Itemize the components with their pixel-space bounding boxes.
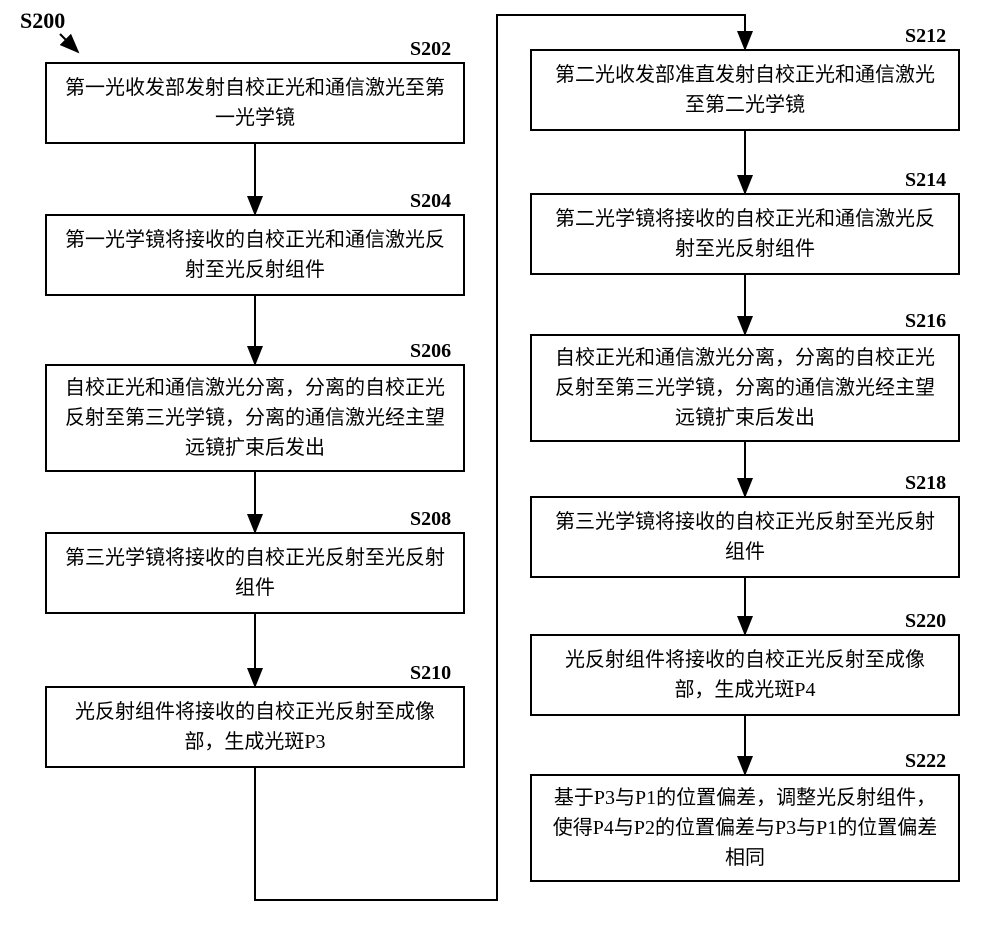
step-box-s206: 自校正光和通信激光分离，分离的自校正光反射至第三光学镜，分离的通信激光经主望远镜… (45, 364, 465, 472)
step-text-s208: 第三光学镜将接收的自校正光反射至光反射组件 (65, 543, 445, 603)
step-text-s222: 基于P3与P1的位置偏差，调整光反射组件，使得P4与P2的位置偏差与P3与P1的… (550, 783, 940, 873)
step-label-s210: S210 (410, 662, 451, 685)
step-text-s210: 光反射组件将接收的自校正光反射至成像部，生成光斑P3 (65, 697, 445, 757)
step-label-s208: S208 (410, 508, 451, 531)
step-box-s220: 光反射组件将接收的自校正光反射至成像部，生成光斑P4 (530, 634, 960, 716)
step-box-s212: 第二光收发部准直发射自校正光和通信激光至第二光学镜 (530, 49, 960, 131)
step-text-s212: 第二光收发部准直发射自校正光和通信激光至第二光学镜 (550, 60, 940, 120)
step-box-s222: 基于P3与P1的位置偏差，调整光反射组件，使得P4与P2的位置偏差与P3与P1的… (530, 774, 960, 882)
step-box-s216: 自校正光和通信激光分离，分离的自校正光反射至第三光学镜，分离的通信激光经主望远镜… (530, 334, 960, 442)
step-text-s216: 自校正光和通信激光分离，分离的自校正光反射至第三光学镜，分离的通信激光经主望远镜… (550, 343, 940, 433)
step-text-s220: 光反射组件将接收的自校正光反射至成像部，生成光斑P4 (550, 645, 940, 705)
edge-title_arrow- (60, 34, 78, 52)
step-box-s210: 光反射组件将接收的自校正光反射至成像部，生成光斑P3 (45, 686, 465, 768)
flowchart-container: S200 S202 第一光收发部发射自校正光和通信激光至第一光学镜 S204 第一光学… (0, 0, 1000, 930)
step-text-s202: 第一光收发部发射自校正光和通信激光至第一光学镜 (65, 73, 445, 133)
step-box-s202: 第一光收发部发射自校正光和通信激光至第一光学镜 (45, 62, 465, 144)
step-box-s208: 第三光学镜将接收的自校正光反射至光反射组件 (45, 532, 465, 614)
step-box-s218: 第三光学镜将接收的自校正光反射至光反射组件 (530, 496, 960, 578)
flowchart-title: S200 (20, 8, 65, 34)
step-label-s202: S202 (410, 38, 451, 61)
step-box-s214: 第二光学镜将接收的自校正光和通信激光反射至光反射组件 (530, 193, 960, 275)
step-label-s220: S220 (905, 610, 946, 633)
step-label-s218: S218 (905, 472, 946, 495)
step-text-s218: 第三光学镜将接收的自校正光反射至光反射组件 (550, 507, 940, 567)
step-label-s214: S214 (905, 169, 946, 192)
step-label-s222: S222 (905, 750, 946, 773)
step-text-s206: 自校正光和通信激光分离，分离的自校正光反射至第三光学镜，分离的通信激光经主望远镜… (65, 373, 445, 463)
step-box-s204: 第一光学镜将接收的自校正光和通信激光反射至光反射组件 (45, 214, 465, 296)
step-label-s212: S212 (905, 25, 946, 48)
step-label-s204: S204 (410, 190, 451, 213)
step-text-s214: 第二光学镜将接收的自校正光和通信激光反射至光反射组件 (550, 204, 940, 264)
step-text-s204: 第一光学镜将接收的自校正光和通信激光反射至光反射组件 (65, 225, 445, 285)
step-label-s216: S216 (905, 310, 946, 333)
step-label-s206: S206 (410, 340, 451, 363)
